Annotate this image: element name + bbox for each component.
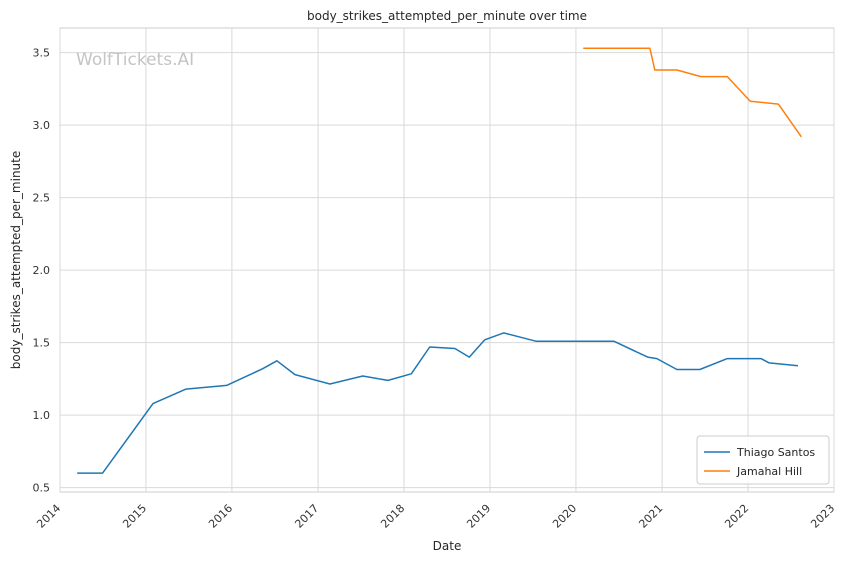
series-lines: [77, 47, 802, 474]
x-tick-label: 2018: [378, 502, 407, 531]
y-tick-label: 2.5: [33, 192, 51, 205]
y-tick-label: 3.5: [33, 47, 51, 60]
x-tick-label: 2015: [120, 502, 149, 531]
x-tick-label: 2019: [464, 502, 493, 531]
y-tick-label: 2.0: [33, 264, 51, 277]
series-line-jamahal-hill: [583, 47, 802, 138]
y-axis-label: body_strikes_attempted_per_minute: [9, 151, 23, 369]
legend-box: [696, 435, 830, 485]
x-tick-label: 2014: [34, 502, 63, 531]
x-tick-label: 2020: [550, 502, 579, 531]
legend-label-jamahal-hill: Jamahal Hill: [736, 465, 802, 478]
x-tick-label: 2016: [206, 502, 235, 531]
y-tick-label: 1.5: [33, 337, 51, 350]
x-tick-label: 2017: [292, 502, 321, 531]
chart-title: body_strikes_attempted_per_minute over t…: [307, 9, 587, 23]
x-tick-label: 2021: [636, 502, 665, 531]
watermark-text: WolfTickets.AI: [76, 50, 194, 70]
plot-area: [59, 27, 835, 493]
x-tick-label: 2023: [808, 502, 837, 531]
legend: Thiago Santos Jamahal Hill: [696, 435, 830, 485]
legend-label-thiago-santos: Thiago Santos: [736, 446, 815, 459]
x-axis-label: Date: [433, 539, 462, 553]
grid-lines: [59, 28, 835, 492]
x-tick-label: 2022: [722, 502, 751, 531]
y-tick-label: 0.5: [33, 482, 51, 495]
series-line-thiago-santos: [77, 332, 799, 474]
y-tick-label: 3.0: [33, 119, 51, 132]
y-tick-label: 1.0: [33, 409, 51, 422]
